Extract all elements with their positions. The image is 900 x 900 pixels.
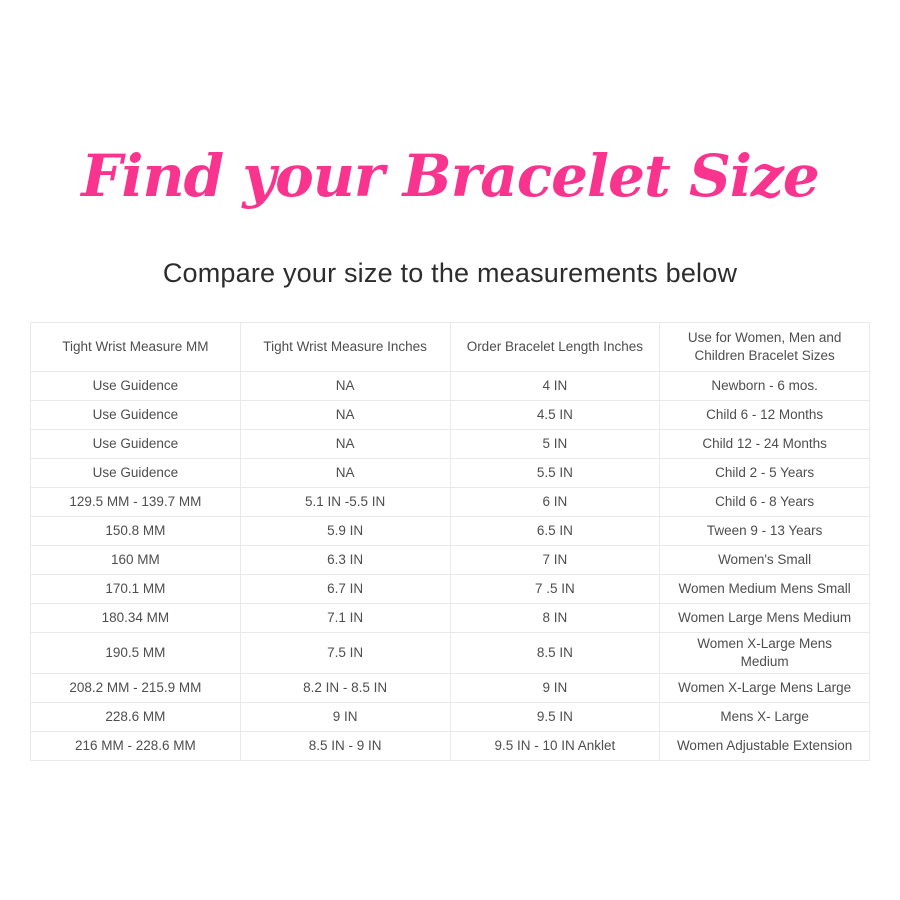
column-header: Tight Wrist Measure Inches [239, 322, 451, 372]
table-cell: 7.5 IN [239, 631, 451, 675]
table-cell: Child 12 - 24 Months [659, 429, 870, 459]
table-row: 129.5 MM - 139.7 MM 5.1 IN -5.5 IN 6 IN Chi… [30, 487, 870, 517]
column-header: Use for Women, Men and Children Bracelet… [659, 322, 870, 372]
table-cell: NA [239, 458, 451, 488]
table-cell: 216 MM - 228.6 MM [30, 731, 241, 762]
table-cell: 7 .5 IN [449, 574, 661, 604]
table-cell: Tween 9 - 13 Years [659, 516, 870, 546]
table-cell: Newborn - 6 mos. [659, 371, 870, 401]
page-subtitle: Compare your size to the measurements be… [162, 258, 738, 288]
table-cell: 6 IN [449, 487, 661, 517]
table-cell: 8 IN [449, 603, 661, 633]
table-cell: 8.5 IN - 9 IN [239, 731, 451, 762]
table-cell: NA [239, 371, 451, 401]
table-row: 208.2 MM - 215.9 MM 8.2 IN - 8.5 IN 9 IN Wo… [30, 673, 870, 704]
table-cell: Women's Small [659, 545, 870, 575]
table-row: 216 MM - 228.6 MM 8.5 IN - 9 IN 9.5 IN - 1… [30, 731, 870, 762]
table-cell: Women Adjustable Extension [659, 731, 870, 762]
table-cell: 6.5 IN [449, 516, 661, 546]
table-cell: Child 6 - 8 Years [659, 487, 870, 517]
table-cell: Use Guidence [30, 371, 241, 401]
table-cell: 5 IN [449, 429, 661, 459]
table-cell: 4 IN [449, 371, 661, 401]
table-cell: Women Medium Mens Small [659, 574, 870, 604]
table-cell: NA [239, 429, 451, 459]
table-cell: 7.1 IN [239, 603, 451, 633]
table-cell: 208.2 MM - 215.9 MM [30, 673, 241, 704]
table-cell: 8.5 IN [449, 631, 661, 675]
table-cell: 170.1 MM [30, 574, 241, 604]
table-row: 180.34 MM 7.1 IN 8 IN Women Large Mens Medi… [30, 603, 870, 633]
table-cell: Women X-Large Mens Medium [659, 631, 870, 675]
table-cell: Women X-Large Mens Large [659, 673, 870, 704]
table-cell: 9 IN [449, 673, 661, 704]
table-cell: 9.5 IN [449, 702, 661, 733]
table-row: Use Guidence NA 5.5 IN Child 2 - 5 Years [30, 458, 870, 488]
table-row: Use Guidence NA 4.5 IN Child 6 - 12 Months [30, 400, 870, 430]
table-cell: 6.7 IN [239, 574, 451, 604]
table-cell: 129.5 MM - 139.7 MM [30, 487, 241, 517]
table-row: Use Guidence NA 5 IN Child 12 - 24 Months [30, 429, 870, 459]
column-header: Tight Wrist Measure MM [30, 322, 241, 372]
table-cell: 180.34 MM [30, 603, 241, 633]
header-row: Tight Wrist Measure MM Tight Wrist Measur… [30, 322, 870, 372]
table-cell: 9 IN [239, 702, 451, 733]
table-cell: Use Guidence [30, 400, 241, 430]
table-cell: Use Guidence [30, 458, 241, 488]
table-cell: Use Guidence [30, 429, 241, 459]
size-table-head: Tight Wrist Measure MM Tight Wrist Measur… [30, 322, 870, 372]
table-cell: NA [239, 400, 451, 430]
table-row: 228.6 MM 9 IN 9.5 IN Mens X- Large [30, 702, 870, 733]
table-cell: 6.3 IN [239, 545, 451, 575]
table-cell: Child 2 - 5 Years [659, 458, 870, 488]
table-cell: 5.1 IN -5.5 IN [239, 487, 451, 517]
table-cell: 4.5 IN [449, 400, 661, 430]
table-cell: 7 IN [449, 545, 661, 575]
size-table-body: Use Guidence NA 4 IN Newborn - 6 mos. Use Gu… [30, 371, 870, 762]
table-row: Use Guidence NA 4 IN Newborn - 6 mos. [30, 371, 870, 401]
table-cell: 5.9 IN [239, 516, 451, 546]
table-row: 160 MM 6.3 IN 7 IN Women's Small [30, 545, 870, 575]
table-cell: 8.2 IN - 8.5 IN [239, 673, 451, 704]
table-row: 150.8 MM 5.9 IN 6.5 IN Tween 9 - 13 Years [30, 516, 870, 546]
table-cell: Mens X- Large [659, 702, 870, 733]
table-row: 190.5 MM 7.5 IN 8.5 IN Women X-Large Mens M… [30, 631, 870, 675]
table-cell: 5.5 IN [449, 458, 661, 488]
bracelet-size-table: Tight Wrist Measure MM Tight Wrist Measur… [30, 322, 870, 762]
table-cell: 228.6 MM [30, 702, 241, 733]
table-cell: Women Large Mens Medium [659, 603, 870, 633]
table-cell: Child 6 - 12 Months [659, 400, 870, 430]
table-cell: 160 MM [30, 545, 241, 575]
page-title: Find your Bracelet Size [81, 142, 820, 210]
table-cell: 9.5 IN - 10 IN Anklet [449, 731, 661, 762]
table-cell: 150.8 MM [30, 516, 241, 546]
column-header: Order Bracelet Length Inches [449, 322, 661, 372]
table-cell: 190.5 MM [30, 631, 241, 675]
table-row: 170.1 MM 6.7 IN 7 .5 IN Women Medium Mens S… [30, 574, 870, 604]
